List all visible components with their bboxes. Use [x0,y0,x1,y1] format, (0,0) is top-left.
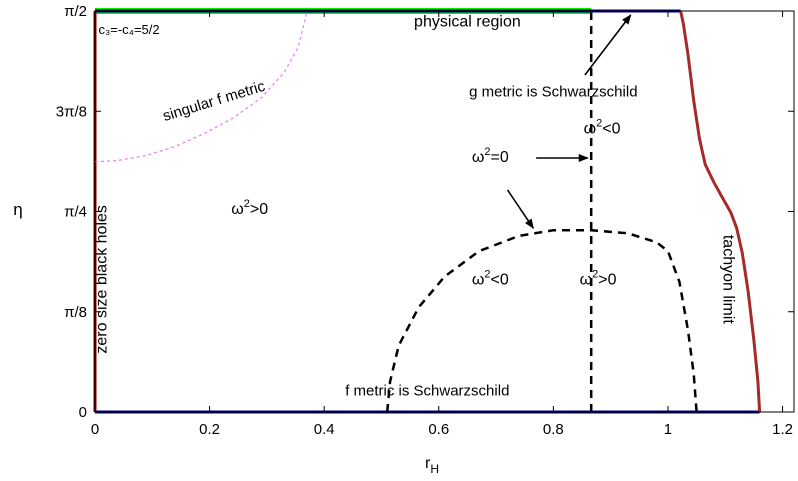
x-tick-label: 0 [91,421,99,438]
y-tick-label: π/8 [64,304,87,321]
x-axis-label-base: r [425,455,431,472]
x-tick-label: 0.6 [428,421,449,438]
zero-size-label: zero size black holes [93,205,110,354]
tachyon-label: tachyon limit [720,235,737,324]
y-tick-label: 0 [79,404,87,421]
x-tick-label: 0.8 [543,421,564,438]
omega-label-5: ω2>0 [580,268,617,288]
physical-region-label: physical region [414,14,521,31]
arrow-layer [506,14,632,230]
x-tick-label: 0.4 [314,421,335,438]
arrow-g-metric [584,14,632,76]
series-singular-line [94,10,308,163]
arrow-omega-zero-down [506,189,534,230]
x-tick-label: 1.2 [772,421,793,438]
x-tick-label: 1 [664,421,672,438]
y-axis-label: η [13,200,22,219]
y-tick-label: π/4 [64,204,87,221]
y-tick-label: 3π/8 [56,103,87,120]
x-axis-label: rH [425,455,439,476]
f-metric-label: f metric is Schwarzschild [345,382,509,399]
tick-layer: 0 0.2 0.4 0.6 0.8 1 1.2 0 π/8 π/4 3π/8 π/2 [56,3,794,438]
coupling-label: c₃=-c₄=5/2 [98,22,159,37]
omega-label-3: ω2=0 [472,146,509,166]
omega-label-1: ω2>0 [231,198,268,218]
plot-area [95,11,794,412]
omega-label-2: ω2<0 [584,118,621,138]
series-dome-line [385,228,698,413]
series-tachyon-line [679,10,762,413]
omega-label-4: ω2<0 [472,268,509,288]
g-metric-label: g metric is Schwarzschild [469,84,637,101]
x-tick-label: 0.2 [199,421,220,438]
y-tick-label: π/2 [64,3,87,20]
x-axis-label-subscript: H [430,462,439,476]
